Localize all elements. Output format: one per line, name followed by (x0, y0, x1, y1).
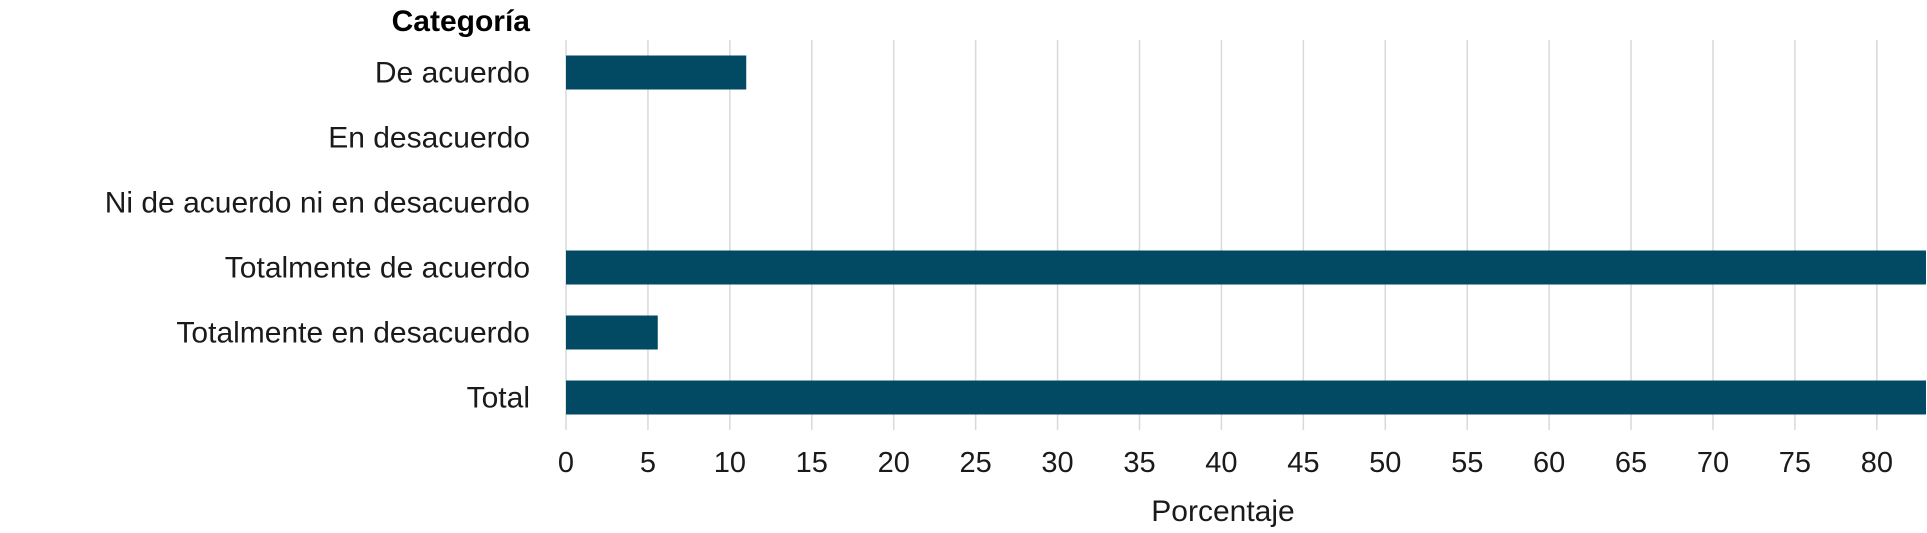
x-tick-label: 0 (558, 447, 574, 479)
x-tick-label: 65 (1615, 447, 1647, 479)
category-label: Ni de acuerdo ni en desacuerdo (105, 187, 530, 220)
x-tick-label: 80 (1861, 447, 1893, 479)
category-label: De acuerdo (375, 57, 530, 90)
x-tick-labels: 0 5 10 15 20 25 30 35 40 45 50 55 60 65 70 75 80 (558, 447, 1893, 479)
x-tick-label: 35 (1123, 447, 1155, 479)
gridlines (565, 40, 1878, 430)
x-tick-label: 30 (1041, 447, 1073, 479)
x-tick-label: 15 (796, 447, 828, 479)
x-tick-label: 20 (878, 447, 910, 479)
category-label: Total (467, 382, 530, 415)
bar (566, 55, 747, 90)
bar (566, 380, 1926, 415)
x-tick-label: 25 (960, 447, 992, 479)
x-tick-label: 70 (1697, 447, 1729, 479)
bars (566, 55, 1926, 415)
bar (566, 250, 1926, 285)
x-tick-label: 60 (1533, 447, 1565, 479)
x-tick-label: 50 (1369, 447, 1401, 479)
x-tick-label: 55 (1451, 447, 1483, 479)
category-label: Totalmente de acuerdo (225, 252, 530, 285)
category-labels: De acuerdo En desacuerdo Ni de acuerdo ni … (105, 57, 530, 415)
x-tick-label: 45 (1287, 447, 1319, 479)
category-label: Totalmente en desacuerdo (176, 317, 530, 350)
bar (566, 315, 658, 350)
x-tick-label: 75 (1779, 447, 1811, 479)
x-tick-label: 5 (640, 447, 656, 479)
category-label: En desacuerdo (328, 122, 530, 155)
x-axis-title: Porcentaje (1151, 495, 1294, 528)
x-tick-label: 10 (714, 447, 746, 479)
category-axis-title: Categoría (392, 5, 531, 38)
x-tick-label: 40 (1205, 447, 1237, 479)
